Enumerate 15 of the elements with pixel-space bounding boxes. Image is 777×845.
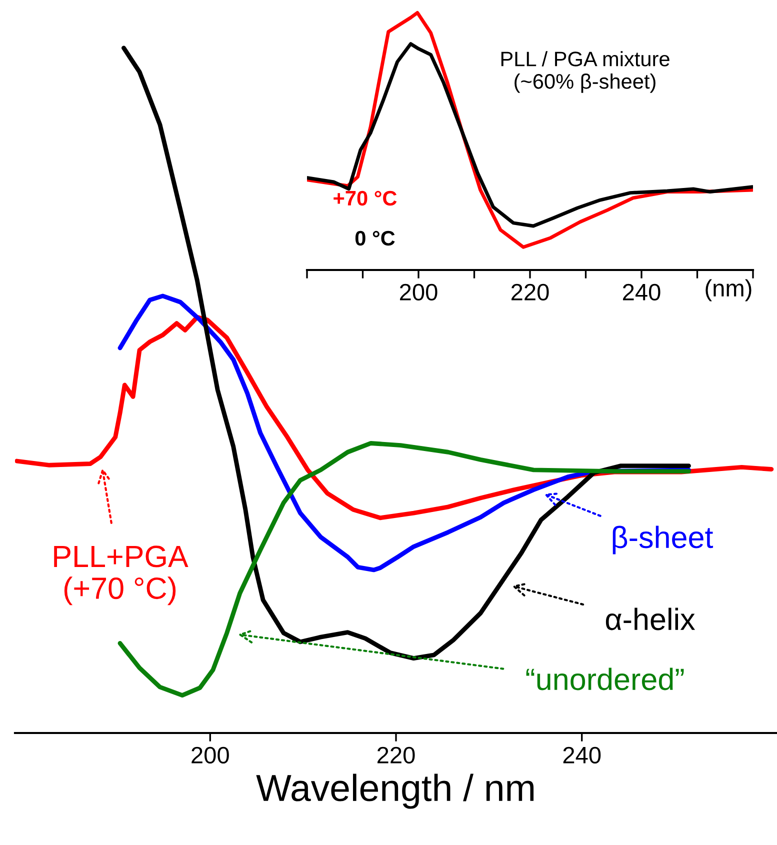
x-tick-label: 220 (511, 284, 549, 301)
x-tick-label: 200 (192, 746, 229, 764)
text: α-helix (606, 608, 696, 630)
x-axis-title: Wavelength / nm (256, 774, 534, 809)
series-label: β-sheet (612, 526, 714, 554)
legend-label: PLL+PGA (+70 °C) (54, 546, 188, 606)
x-tick-label: 240 (563, 746, 601, 764)
x-axis-title: (nm) (706, 279, 752, 302)
text: “unordered” (526, 668, 684, 690)
text: 0 °C (355, 230, 395, 246)
text: PLL / PGA mixture (~60% β-sheet) (501, 51, 670, 93)
series-label: +70 °C (334, 190, 397, 206)
x-tick-label: 200 (400, 284, 438, 301)
x-tick-label: 220 (377, 746, 415, 764)
x-tick-label: 240 (622, 284, 660, 301)
